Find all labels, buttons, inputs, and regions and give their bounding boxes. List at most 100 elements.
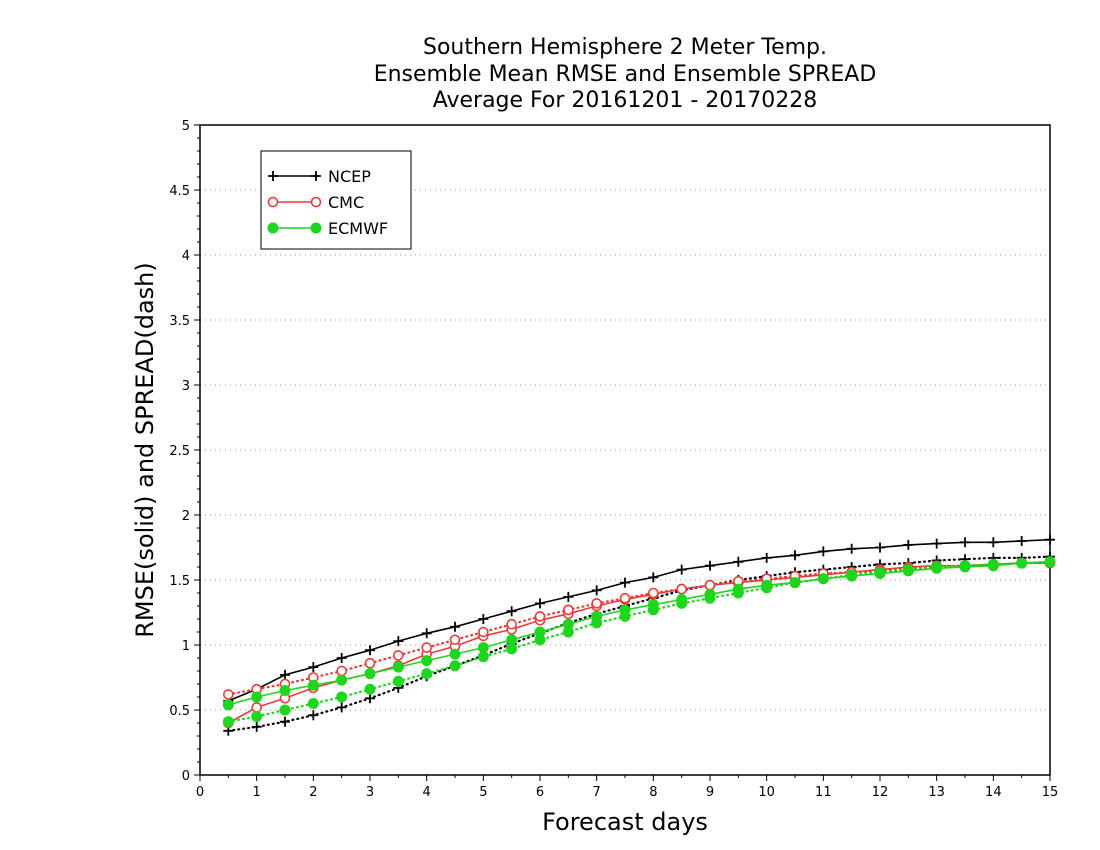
data-point-ecmwf-spread [874, 566, 886, 578]
data-point-ncep-rmse [818, 546, 829, 557]
data-point-ecmwf-rmse [477, 642, 489, 654]
data-point-ncep-rmse [875, 542, 885, 553]
data-point-ncep-rmse [478, 614, 489, 624]
data-point-ncep-rmse [421, 628, 432, 639]
data-point-ecmwf-spread [704, 592, 716, 604]
legend-marker-cmc [310, 196, 322, 208]
data-point-ncep-rmse [846, 543, 857, 554]
data-point-ncep-rmse [336, 653, 347, 663]
data-point-cmc-spread [676, 583, 687, 595]
data-point-cmc-spread [393, 650, 404, 661]
x-tick-label: 2 [309, 785, 317, 800]
x-tick-label: 13 [928, 785, 945, 800]
x-axis-label: Forecast days [542, 808, 708, 836]
y-tick-label: 5 [182, 119, 190, 134]
data-point-ncep-rmse [988, 537, 999, 548]
data-point-ecmwf-spread [392, 675, 404, 687]
x-tick-label: 0 [196, 785, 204, 800]
data-point-ecmwf-spread [619, 610, 631, 622]
data-point-ecmwf-spread [1016, 557, 1028, 569]
data-point-cmc-spread [364, 657, 376, 669]
data-point-ecmwf-spread [534, 634, 546, 646]
data-point-ecmwf-rmse [251, 691, 263, 703]
x-tick-label: 5 [479, 785, 487, 800]
data-point-ncep-rmse [506, 606, 517, 617]
chart-title-line-3: Average For 20161201 - 20170228 [432, 88, 818, 113]
series-line-ecmwf-rmse [228, 561, 1051, 706]
data-point-ncep-rmse [903, 539, 914, 550]
x-tick-label: 15 [1042, 785, 1059, 800]
x-tick-label: 6 [536, 785, 544, 800]
data-point-ecmwf-spread [449, 660, 461, 672]
legend-marker-ncep [268, 171, 278, 181]
legend-box [260, 150, 412, 250]
data-point-ecmwf-spread [336, 691, 348, 703]
series-line-cmc-rmse [227, 562, 1050, 724]
data-point-ncep-rmse [620, 577, 630, 588]
x-tick-label: 11 [815, 785, 832, 800]
y-tick-label: 4 [182, 249, 190, 264]
data-point-ncep-rmse [676, 564, 687, 575]
data-point-ecmwf-spread [591, 617, 603, 629]
data-point-ncep-rmse [450, 621, 460, 632]
data-point-cmc-spread [648, 587, 659, 599]
data-point-ncep-spread [336, 702, 347, 713]
data-point-ecmwf-spread [902, 564, 914, 576]
data-point-ecmwf-rmse [506, 634, 518, 646]
data-point-cmc-spread [223, 689, 234, 700]
y-tick-label: 1 [182, 639, 190, 654]
data-point-ecmwf-spread [562, 626, 574, 638]
legend-marker-ecmwf [267, 222, 279, 234]
data-point-ncep-rmse [308, 662, 319, 673]
y-tick-label: 2 [182, 509, 190, 524]
data-point-cmc-spread [619, 592, 631, 604]
data-point-cmc-rmse [251, 702, 262, 713]
data-point-cmc-spread [449, 634, 461, 646]
data-point-ecmwf-spread [761, 582, 773, 594]
data-point-ecmwf-spread [279, 704, 291, 716]
x-tick-label: 8 [649, 785, 657, 800]
x-tick-label: 7 [593, 785, 601, 800]
data-point-cmc-spread [534, 611, 546, 622]
data-point-cmc-spread [506, 618, 517, 630]
data-point-cmc-spread [591, 598, 602, 609]
x-tick-label: 10 [758, 785, 775, 800]
data-point-ecmwf-spread [506, 643, 518, 655]
data-point-ecmwf-rmse [392, 661, 404, 673]
data-point-ncep-rmse [733, 556, 744, 567]
data-point-ncep-rmse [280, 669, 290, 680]
series-line-ecmwf-spread [227, 560, 1052, 723]
data-point-ecmwf-spread [817, 573, 829, 585]
data-point-ecmwf-spread [647, 604, 659, 616]
legend-marker-ncep [311, 171, 321, 181]
data-point-ecmwf-spread [732, 587, 744, 599]
x-tick-label: 1 [253, 785, 261, 800]
series-line-cmc-spread [227, 561, 1052, 696]
y-tick-label: 0 [182, 769, 190, 784]
data-point-ecmwf-spread [222, 716, 234, 728]
data-point-ecmwf-spread [307, 698, 319, 709]
data-point-ecmwf-rmse [421, 655, 433, 667]
data-point-cmc-spread [563, 604, 574, 616]
data-point-ecmwf-rmse [449, 648, 461, 660]
legend-label-ecmwf: ECMWF [328, 219, 388, 238]
data-point-ncep-rmse [931, 538, 942, 549]
data-point-ncep-rmse [648, 572, 659, 583]
data-point-ncep-spread [308, 710, 319, 721]
data-point-ecmwf-rmse [364, 668, 376, 680]
data-point-ecmwf-spread [789, 577, 801, 589]
data-point-ecmwf-spread [676, 597, 688, 609]
legend-label-cmc: CMC [328, 193, 364, 212]
data-point-ncep-rmse [365, 645, 375, 656]
data-point-ncep-rmse [705, 560, 715, 571]
x-tick-label: 9 [706, 785, 714, 800]
data-point-cmc-spread [336, 665, 347, 677]
y-tick-label: 0.5 [169, 704, 190, 719]
y-tick-label: 3 [182, 379, 190, 394]
data-point-ncep-rmse [761, 552, 772, 563]
y-tick-label: 1.5 [169, 574, 190, 589]
data-point-ecmwf-rmse [222, 699, 234, 711]
data-point-ncep-spread [280, 716, 290, 727]
data-point-ecmwf-spread [846, 569, 858, 581]
